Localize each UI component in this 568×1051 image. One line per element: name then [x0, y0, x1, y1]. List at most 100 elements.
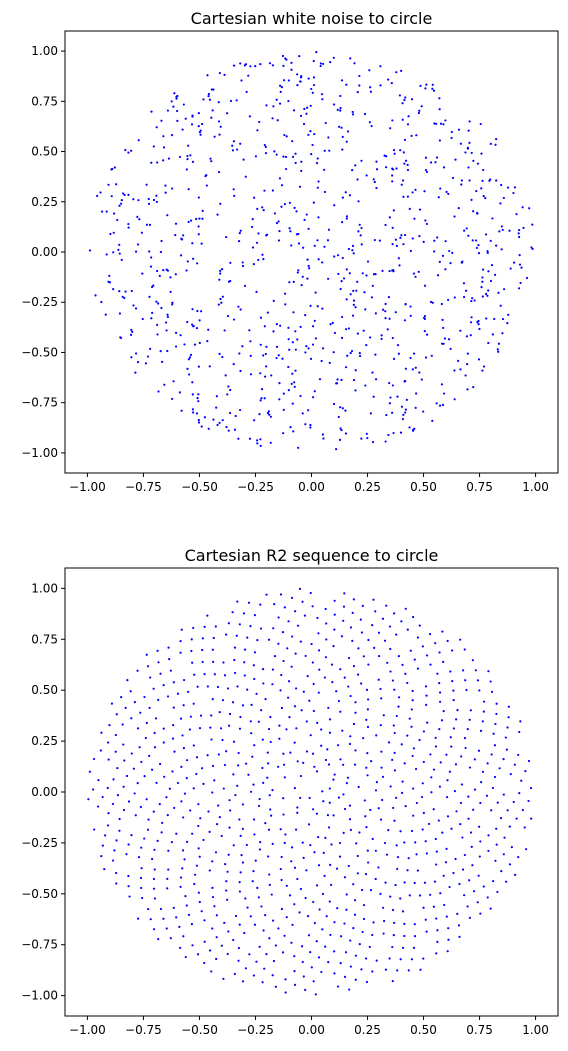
data-point	[129, 333, 133, 336]
data-point	[345, 908, 348, 911]
data-point	[225, 425, 228, 429]
data-point	[479, 122, 482, 126]
data-point	[348, 742, 352, 746]
data-point	[217, 120, 221, 123]
data-point	[415, 801, 418, 805]
data-point	[377, 631, 381, 634]
data-point	[384, 302, 387, 306]
data-point	[446, 298, 450, 302]
data-point	[265, 593, 268, 596]
data-point	[395, 633, 398, 636]
data-point	[222, 787, 225, 790]
data-point	[131, 330, 134, 333]
data-point	[244, 175, 247, 178]
data-point	[403, 934, 406, 938]
data-point	[307, 133, 310, 136]
data-point	[153, 868, 156, 871]
data-point	[418, 235, 421, 238]
data-point	[336, 744, 340, 747]
data-point	[222, 661, 225, 664]
data-point	[149, 676, 152, 679]
data-point	[403, 233, 407, 237]
data-point	[198, 217, 201, 220]
data-point	[422, 240, 425, 243]
data-point	[223, 329, 226, 332]
data-point	[289, 230, 292, 233]
data-point	[160, 306, 163, 310]
data-point	[482, 365, 486, 368]
data-point	[138, 218, 141, 221]
data-point	[130, 289, 133, 293]
data-point	[240, 854, 243, 857]
data-point	[337, 415, 340, 419]
data-point	[204, 175, 207, 178]
data-point	[470, 316, 473, 319]
data-point	[203, 625, 206, 628]
data-point	[320, 970, 323, 974]
data-point	[418, 894, 422, 897]
data-point	[382, 919, 386, 923]
data-point	[311, 605, 314, 608]
data-point	[253, 833, 256, 836]
data-point	[112, 251, 115, 254]
data-point	[196, 397, 199, 400]
y-tick-label: 0.00	[31, 245, 58, 259]
data-point	[265, 365, 268, 368]
data-point	[294, 652, 297, 655]
data-point	[145, 653, 148, 656]
data-point	[130, 356, 133, 359]
data-point	[253, 419, 256, 422]
data-point	[408, 717, 411, 720]
data-point	[231, 611, 234, 614]
data-point	[290, 596, 294, 599]
data-point	[189, 219, 193, 222]
data-point	[445, 915, 448, 918]
data-point	[273, 212, 277, 215]
data-point	[253, 677, 256, 681]
data-point	[399, 958, 402, 961]
data-point	[326, 239, 330, 242]
data-point	[176, 94, 179, 98]
data-point	[313, 765, 316, 768]
data-point	[520, 266, 523, 269]
data-point	[447, 938, 450, 941]
data-point	[242, 612, 246, 615]
data-point	[400, 234, 403, 237]
data-point	[297, 242, 301, 245]
data-point	[241, 803, 245, 806]
data-point	[245, 90, 248, 93]
data-point	[167, 849, 170, 852]
data-point	[147, 202, 151, 205]
data-point	[365, 718, 368, 721]
data-point	[185, 777, 188, 780]
data-point	[104, 834, 107, 837]
data-point	[220, 301, 223, 304]
data-point	[124, 290, 127, 293]
data-point	[120, 199, 123, 202]
data-point	[484, 292, 488, 296]
data-point	[476, 162, 480, 165]
data-point	[255, 241, 259, 244]
data-point	[275, 153, 278, 156]
data-point	[315, 51, 318, 54]
data-point	[259, 399, 262, 402]
data-point	[385, 155, 388, 158]
data-point	[349, 828, 352, 831]
data-point	[307, 823, 311, 826]
data-point	[280, 706, 284, 710]
data-point	[272, 959, 276, 963]
data-point	[463, 736, 467, 740]
data-point	[313, 921, 316, 925]
data-point	[494, 859, 497, 862]
data-point	[116, 766, 119, 770]
data-point	[218, 421, 221, 424]
data-point	[495, 702, 498, 705]
data-point	[333, 255, 336, 258]
data-point	[221, 355, 224, 359]
data-point	[432, 89, 436, 92]
data-point	[215, 823, 219, 826]
data-point	[374, 877, 377, 881]
data-point	[347, 685, 350, 688]
data-point	[249, 790, 253, 793]
data-point	[352, 252, 355, 255]
